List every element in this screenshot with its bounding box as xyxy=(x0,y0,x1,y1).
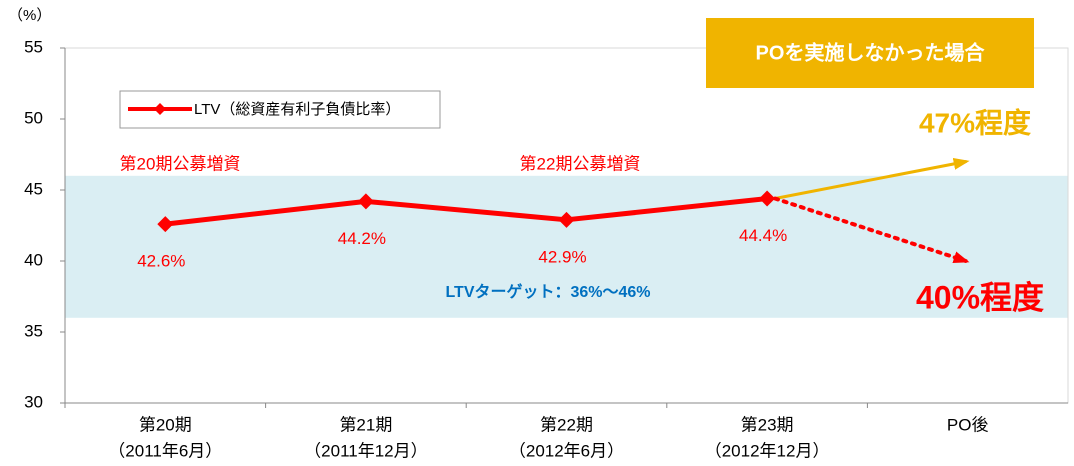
projection-arrow xyxy=(773,157,970,201)
x-tick-label: PO後 xyxy=(947,415,989,434)
x-tick-period: （2011年12月） xyxy=(304,441,427,460)
y-tick-label: 45 xyxy=(24,179,43,198)
x-tick-period: （2011年6月） xyxy=(108,441,222,460)
scenario-text: POを実施しなかった場合 xyxy=(756,40,986,64)
point-marker xyxy=(157,216,174,233)
x-tick-label: 第23期 xyxy=(741,415,794,434)
value-label: 42.9% xyxy=(538,247,586,266)
annotation: 第20期公募増資 xyxy=(120,154,241,173)
y-tick-label: 30 xyxy=(24,392,43,411)
series-line xyxy=(165,196,768,227)
x-tick-label: 第22期 xyxy=(540,415,593,434)
y-tick-label: 55 xyxy=(24,37,43,56)
annotation: 第22期公募増資 xyxy=(520,154,641,173)
value-label: 44.2% xyxy=(338,229,386,248)
legend-marker xyxy=(154,103,166,115)
x-tick-period: （2012年6月） xyxy=(509,441,624,460)
y-tick-label: 50 xyxy=(24,108,43,127)
target-label: LTVターゲット：36%～46% xyxy=(445,282,650,301)
point-marker xyxy=(759,190,776,207)
point-marker xyxy=(558,211,575,228)
projection-arrow xyxy=(773,196,970,263)
target-band xyxy=(65,175,1068,318)
legend-label: LTV（総資産有利子負債比率） xyxy=(194,101,400,118)
point-marker xyxy=(357,193,374,210)
x-tick-period: （2012年12月） xyxy=(705,441,830,460)
value-label: 44.4% xyxy=(739,226,787,245)
unit-label: （%） xyxy=(8,7,51,24)
value-label: 42.6% xyxy=(137,252,185,271)
projection-label: 40%程度 xyxy=(916,279,1044,315)
projection-label: 47%程度 xyxy=(919,107,1031,138)
x-tick-label: 第20期 xyxy=(139,415,192,434)
y-tick-label: 35 xyxy=(24,321,43,340)
scenario-box xyxy=(706,18,1034,88)
y-tick-label: 40 xyxy=(24,250,43,269)
x-tick-label: 第21期 xyxy=(339,415,392,434)
